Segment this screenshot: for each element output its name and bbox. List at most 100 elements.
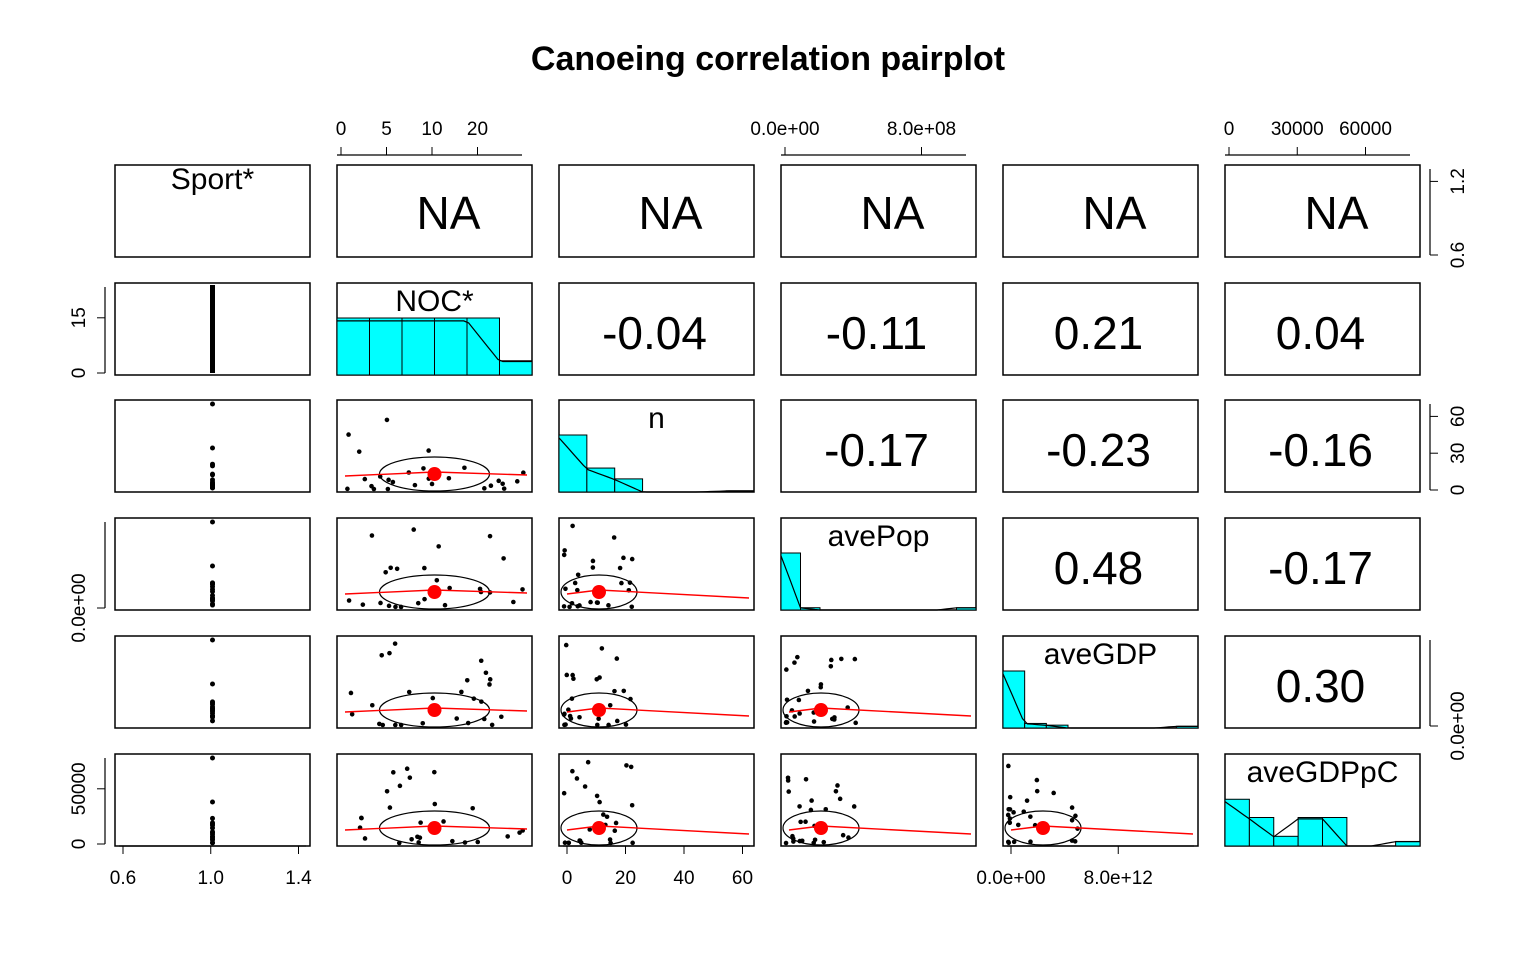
axis-tick-label: 50000	[69, 762, 90, 815]
panel-grid: Sport* NOC* n avePop aveGDP aveGDPpC NA NA NA NA N…	[69, 119, 1469, 889]
data-point	[210, 580, 215, 586]
data-point	[1011, 839, 1017, 845]
diagonal-label: n	[648, 402, 665, 435]
data-point	[839, 656, 844, 662]
data-point	[577, 714, 582, 720]
axis-tick-label: 0.0e+00	[976, 868, 1045, 889]
data-point	[459, 689, 464, 695]
diagonal-label: avePop	[828, 520, 930, 553]
data-point	[630, 840, 635, 846]
data-point	[478, 658, 484, 664]
data-point	[563, 642, 569, 648]
data-point	[210, 401, 215, 407]
data-point	[614, 718, 620, 724]
axis-tick-label: 8.0e+08	[887, 119, 956, 140]
data-point	[470, 805, 475, 811]
data-point	[596, 716, 601, 722]
data-point	[590, 558, 596, 564]
data-point	[829, 657, 834, 663]
data-point	[420, 720, 426, 726]
data-point	[1069, 805, 1075, 810]
panel-frame	[1224, 282, 1421, 376]
data-point	[500, 481, 505, 487]
data-point	[434, 577, 440, 583]
data-point	[566, 707, 571, 713]
axis-tick-label: 1.0	[198, 868, 224, 889]
data-point	[487, 682, 492, 687]
data-point	[614, 656, 620, 661]
panel-frame	[780, 282, 977, 376]
density-curve	[1002, 673, 1198, 729]
data-point	[210, 484, 215, 490]
data-point	[210, 815, 215, 821]
axis-tick-label: 0	[562, 868, 573, 889]
correlation-value: 0.48	[1054, 542, 1144, 594]
data-point	[811, 719, 817, 724]
data-point	[499, 714, 504, 720]
data-point	[852, 656, 858, 662]
axis-tick-label: 0	[1448, 485, 1469, 496]
data-point	[210, 589, 215, 595]
data-point	[210, 799, 215, 805]
data-point	[404, 766, 410, 772]
axis-tick-label: 0	[69, 368, 90, 379]
data-point	[380, 722, 386, 728]
data-point	[784, 720, 790, 725]
data-point	[595, 600, 601, 606]
axis-tick-label: 0.0e+00	[750, 119, 819, 140]
diagonal-label: Sport*	[171, 163, 255, 196]
data-point	[821, 839, 827, 845]
data-point	[422, 596, 427, 602]
data-point	[454, 716, 460, 721]
data-point	[803, 776, 809, 782]
mean-point	[592, 585, 606, 599]
correlation-value: -0.11	[826, 307, 927, 359]
data-point	[563, 586, 568, 592]
diagonal-label: NOC*	[395, 285, 474, 318]
data-point	[590, 565, 596, 570]
data-point	[561, 552, 567, 558]
data-point	[607, 702, 613, 708]
panel-frame	[1002, 282, 1199, 376]
histogram-bar	[558, 434, 588, 493]
data-point	[570, 523, 575, 529]
na-label: NA	[1083, 187, 1147, 239]
panel-frame	[336, 517, 533, 611]
axis-tick-label: 0.6	[1448, 242, 1469, 268]
data-point	[412, 482, 418, 488]
data-point	[628, 764, 634, 770]
na-label: NA	[417, 187, 481, 239]
histogram-bar	[586, 467, 616, 493]
data-point	[1024, 798, 1030, 803]
data-point	[570, 672, 575, 678]
data-point	[482, 486, 487, 491]
histogram-bar	[499, 360, 533, 376]
data-point	[422, 565, 427, 571]
panel-frame	[336, 635, 533, 729]
histogram-bar	[1273, 835, 1299, 847]
correlation-value: -0.17	[1268, 542, 1373, 594]
data-point	[1006, 763, 1011, 769]
data-point	[797, 804, 802, 809]
panel-frame	[114, 282, 311, 376]
data-point	[837, 796, 843, 802]
histogram-bar	[1297, 817, 1323, 847]
data-point	[387, 650, 392, 656]
data-point	[432, 801, 438, 807]
data-point	[362, 476, 368, 482]
correlation-value: 0.04	[1276, 307, 1366, 359]
data-point	[840, 832, 846, 838]
data-point	[442, 602, 448, 608]
data-point	[210, 840, 215, 846]
data-point	[397, 783, 403, 789]
data-point	[798, 819, 803, 825]
data-point	[210, 718, 215, 724]
data-point	[805, 688, 811, 694]
data-point	[210, 714, 215, 720]
density-curve	[780, 555, 976, 611]
data-point	[572, 580, 578, 586]
data-point	[514, 479, 520, 484]
correlation-value: 0.30	[1276, 660, 1366, 712]
axis-tick-label: 0.6	[110, 868, 136, 889]
